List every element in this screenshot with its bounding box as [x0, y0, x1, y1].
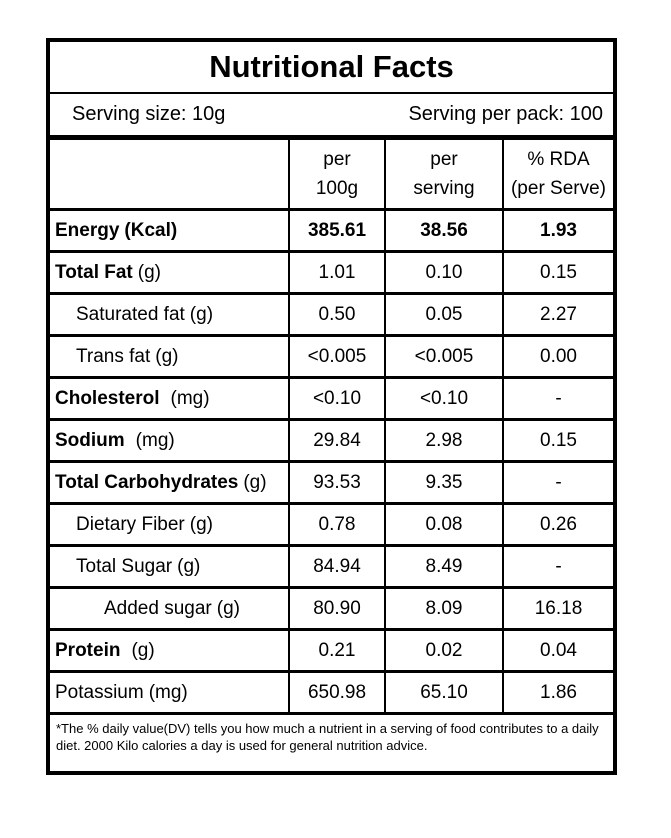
value-rda: - — [502, 547, 613, 586]
nutrient-name: Total Fat (g) — [50, 253, 288, 292]
nutrient-name: Potassium (mg) — [50, 673, 288, 712]
nutrient-unit-text: (g) — [177, 555, 201, 577]
nutrient-name: Saturated fat (g) — [50, 295, 288, 334]
nutrient-unit-text: (g) — [189, 303, 214, 325]
table-row-potassium: Potassium (mg) 650.98 65.10 1.86 — [50, 673, 613, 715]
value-per-serving: 0.05 — [384, 295, 502, 334]
value-rda: 0.00 — [502, 337, 613, 376]
value-per-100g: 385.61 — [288, 211, 384, 250]
value-per-100g: 29.84 — [288, 421, 384, 460]
nutrient-unit-text: (g) — [137, 261, 161, 283]
nutrient-unit-text: (mg) — [148, 681, 188, 703]
table-row-saturated-fat: Saturated fat (g) 0.50 0.05 2.27 — [50, 295, 613, 337]
value-rda: 2.27 — [502, 295, 613, 334]
value-rda: 0.26 — [502, 505, 613, 544]
nutrient-unit-text: (g) — [155, 345, 179, 367]
table-row-energy: Energy (Kcal) 385.61 38.56 1.93 — [50, 211, 613, 253]
header-nutrient-column — [50, 140, 288, 208]
value-per-serving: 65.10 — [384, 673, 502, 712]
value-per-serving: 38.56 — [384, 211, 502, 250]
nutrient-name: Total Sugar (g) — [50, 547, 288, 586]
nutrient-name-text: Trans fat — [76, 345, 151, 367]
nutrient-name-text: Sodium — [55, 429, 125, 451]
header-per-serving: per serving — [384, 140, 502, 208]
value-per-serving: 2.98 — [384, 421, 502, 460]
serving-size-text: Serving size: 10g — [72, 103, 226, 125]
value-per-100g: 650.98 — [288, 673, 384, 712]
table-row-total-fat: Total Fat (g) 1.01 0.10 0.15 — [50, 253, 613, 295]
nutrition-facts-label: Nutritional Facts Serving size: 10g Serv… — [46, 38, 617, 775]
header-per-100g: per 100g — [288, 140, 384, 208]
nutrient-name-text: Saturated fat — [76, 303, 185, 325]
value-rda: - — [502, 379, 613, 418]
nutrient-name-text: Added sugar — [104, 597, 212, 619]
nutrient-name-text: Cholesterol — [55, 387, 160, 409]
value-per-serving: 0.02 — [384, 631, 502, 670]
serving-info-row: Serving size: 10g Serving per pack: 100 — [50, 94, 613, 140]
nutrient-name: Sodium (mg) — [50, 421, 288, 460]
value-per-100g: 0.50 — [288, 295, 384, 334]
nutrient-name-text: Total Carbohydrates — [55, 471, 239, 493]
nutrient-unit-text: (g) — [131, 639, 155, 661]
table-row-added-sugar: Added sugar (g) 80.90 8.09 16.18 — [50, 589, 613, 631]
value-per-100g: <0.005 — [288, 337, 384, 376]
nutrient-name: Added sugar (g) — [50, 589, 288, 628]
nutrient-name: Protein (g) — [50, 631, 288, 670]
header-rda: % RDA (per Serve) — [502, 140, 613, 208]
nutrient-unit-text: (mg) — [170, 387, 210, 409]
value-rda: 0.15 — [502, 253, 613, 292]
value-per-serving: <0.10 — [384, 379, 502, 418]
value-per-100g: 0.78 — [288, 505, 384, 544]
nutrient-name: Energy (Kcal) — [50, 211, 288, 250]
nutrient-unit-text: (g) — [216, 597, 240, 619]
value-rda: 0.04 — [502, 631, 613, 670]
nutrient-name-text: Protein — [55, 639, 121, 661]
nutrient-name: Dietary Fiber (g) — [50, 505, 288, 544]
table-row-cholesterol: Cholesterol (mg) <0.10 <0.10 - — [50, 379, 613, 421]
value-rda: 16.18 — [502, 589, 613, 628]
value-per-serving: 8.09 — [384, 589, 502, 628]
value-per-serving: 8.49 — [384, 547, 502, 586]
table-row-protein: Protein (g) 0.21 0.02 0.04 — [50, 631, 613, 673]
value-per-100g: 1.01 — [288, 253, 384, 292]
nutrient-name-text: Dietary Fiber — [76, 513, 185, 535]
nutrient-name: Cholesterol (mg) — [50, 379, 288, 418]
nutrient-name-text: Total Fat — [55, 261, 133, 283]
value-rda: 0.15 — [502, 421, 613, 460]
nutrient-unit-text: (g) — [243, 471, 267, 493]
label-title: Nutritional Facts — [50, 42, 613, 94]
value-per-serving: 0.08 — [384, 505, 502, 544]
value-per-serving: <0.005 — [384, 337, 502, 376]
table-header-row: per 100g per serving % RDA (per Serve) — [50, 140, 613, 211]
nutrient-unit-text: (Kcal) — [124, 219, 178, 241]
table-row-sodium: Sodium (mg) 29.84 2.98 0.15 — [50, 421, 613, 463]
nutrient-name: Trans fat (g) — [50, 337, 288, 376]
serving-per-pack-text: Serving per pack: 100 — [408, 103, 603, 125]
value-rda: 1.86 — [502, 673, 613, 712]
table-row-dietary-fiber: Dietary Fiber (g) 0.78 0.08 0.26 — [50, 505, 613, 547]
nutrient-unit-text: (g) — [189, 513, 213, 535]
value-per-100g: 0.21 — [288, 631, 384, 670]
nutrient-unit-text: (mg) — [135, 429, 175, 451]
table-row-trans-fat: Trans fat (g) <0.005 <0.005 0.00 — [50, 337, 613, 379]
value-rda: 1.93 — [502, 211, 613, 250]
value-per-100g: 93.53 — [288, 463, 384, 502]
nutrient-name-text: Total Sugar — [76, 555, 173, 577]
value-per-serving: 9.35 — [384, 463, 502, 502]
value-per-serving: 0.10 — [384, 253, 502, 292]
value-per-100g: 84.94 — [288, 547, 384, 586]
table-row-total-carbohydrates: Total Carbohydrates (g) 93.53 9.35 - — [50, 463, 613, 505]
table-row-total-sugar: Total Sugar (g) 84.94 8.49 - — [50, 547, 613, 589]
value-rda: - — [502, 463, 613, 502]
nutrient-name-text: Potassium — [55, 681, 144, 703]
value-per-100g: <0.10 — [288, 379, 384, 418]
nutrient-name: Total Carbohydrates (g) — [50, 463, 288, 502]
value-per-100g: 80.90 — [288, 589, 384, 628]
nutrient-name-text: Energy — [55, 219, 120, 241]
daily-value-footnote: *The % daily value(DV) tells you how muc… — [56, 721, 599, 754]
